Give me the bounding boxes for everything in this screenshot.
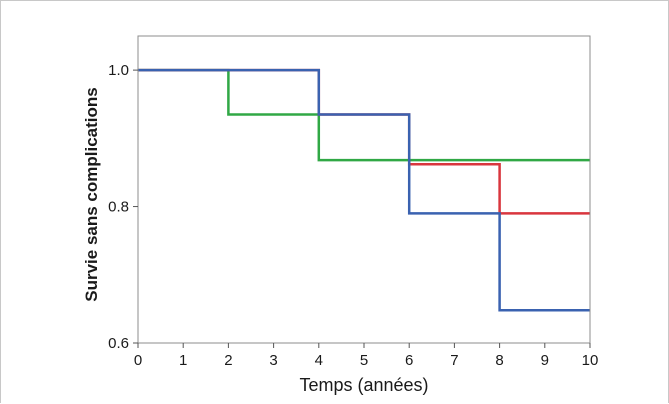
x-tick-label: 1 <box>179 352 187 369</box>
x-tick-label: 0 <box>134 352 142 369</box>
x-tick-label: 6 <box>405 352 413 369</box>
x-tick-label: 5 <box>360 352 368 369</box>
x-tick-label: 7 <box>450 352 458 369</box>
x-axis-ticks: 0 1 2 3 4 5 6 7 8 9 10 <box>134 343 599 369</box>
x-axis-title: Temps (années) <box>299 375 428 395</box>
y-tick-label: 1.0 <box>108 62 129 79</box>
plot-area-frame <box>137 35 591 344</box>
x-tick-label: 9 <box>541 352 549 369</box>
y-tick-label: 0.6 <box>108 335 129 352</box>
x-tick-label: 8 <box>495 352 503 369</box>
x-tick-label: 3 <box>269 352 277 369</box>
y-axis-ticks: 0.6 0.8 1.0 <box>108 62 138 352</box>
x-tick-label: 2 <box>224 352 232 369</box>
x-tick-label: 10 <box>582 352 599 369</box>
y-tick-label: 0.8 <box>108 199 129 216</box>
y-axis-title: Survie sans complications <box>82 87 101 301</box>
x-tick-label: 4 <box>315 352 323 369</box>
series-line-2 <box>138 68 590 215</box>
series-line-3 <box>138 68 590 312</box>
series-layer <box>138 68 590 312</box>
